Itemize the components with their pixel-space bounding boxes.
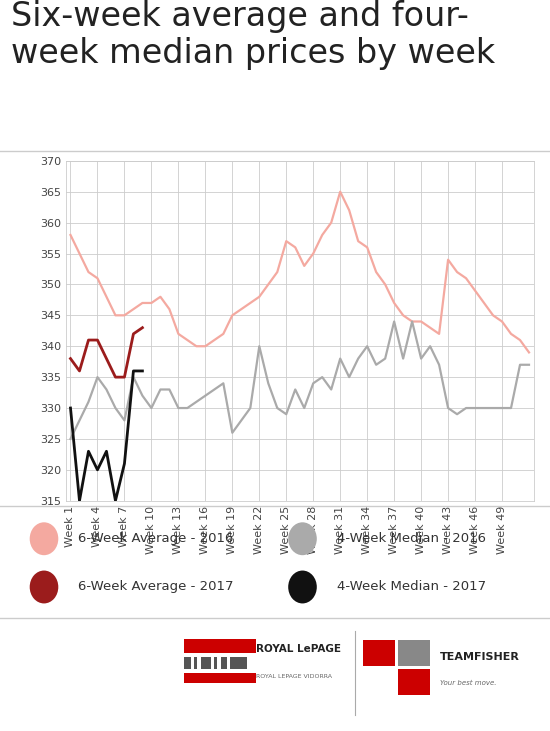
Bar <box>201 657 211 669</box>
Text: 4-Week Median - 2017: 4-Week Median - 2017 <box>337 580 486 594</box>
Bar <box>214 657 217 669</box>
Bar <box>398 640 430 666</box>
Text: ROYAL LePAGE: ROYAL LePAGE <box>256 644 341 654</box>
Text: 4-Week Median - 2016: 4-Week Median - 2016 <box>337 532 486 545</box>
Bar <box>240 657 247 669</box>
Text: 6-Week Average - 2017: 6-Week Average - 2017 <box>78 580 234 594</box>
Bar <box>221 657 227 669</box>
Ellipse shape <box>288 570 317 604</box>
Ellipse shape <box>30 570 58 604</box>
Text: ROYAL LEPAGE VIDORRA: ROYAL LEPAGE VIDORRA <box>256 675 332 679</box>
Bar <box>363 640 395 666</box>
Bar <box>230 657 240 669</box>
Bar <box>184 673 256 683</box>
Text: 6-Week Average - 2016: 6-Week Average - 2016 <box>78 532 234 545</box>
Bar <box>194 657 197 669</box>
Text: Your best move.: Your best move. <box>440 681 497 686</box>
Ellipse shape <box>30 522 58 556</box>
Bar <box>398 670 430 695</box>
Text: TEAMFISHER: TEAMFISHER <box>440 653 520 662</box>
Bar <box>184 639 256 653</box>
Text: Six-week average and four-
week median prices by week: Six-week average and four- week median p… <box>11 0 495 70</box>
Ellipse shape <box>288 522 317 556</box>
Bar <box>184 657 191 669</box>
